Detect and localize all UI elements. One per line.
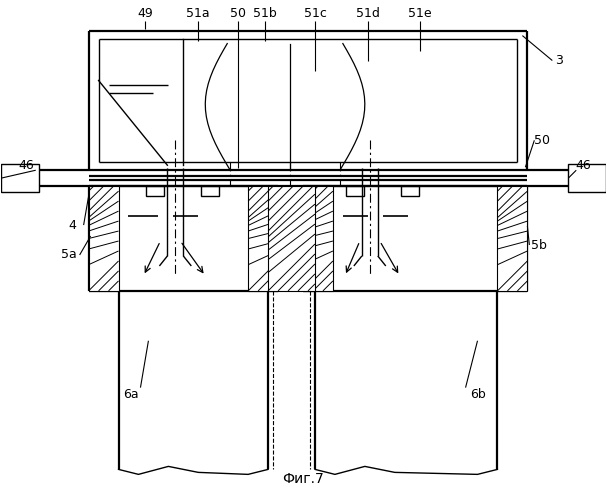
- Bar: [498, 186, 527, 291]
- Bar: [202, 186, 219, 196]
- Text: 6b: 6b: [470, 388, 486, 401]
- Text: 51e: 51e: [408, 7, 432, 20]
- Text: 5a: 5a: [61, 248, 76, 262]
- Bar: [303, 186, 333, 291]
- Bar: [401, 186, 419, 196]
- Text: 51d: 51d: [356, 7, 380, 20]
- Text: 51a: 51a: [186, 7, 210, 20]
- Bar: [1, 164, 39, 192]
- Text: 49: 49: [138, 7, 154, 20]
- Text: 46: 46: [575, 158, 591, 172]
- Text: 46: 46: [18, 158, 33, 172]
- Bar: [568, 164, 606, 192]
- Bar: [268, 186, 315, 291]
- Text: 4: 4: [69, 218, 76, 232]
- Bar: [146, 186, 164, 196]
- Text: 3: 3: [555, 54, 563, 67]
- Bar: [89, 186, 118, 291]
- Text: 6a: 6a: [123, 388, 138, 401]
- Bar: [248, 186, 278, 291]
- Text: Фиг.7: Фиг.7: [282, 472, 324, 486]
- Bar: [346, 186, 364, 196]
- Text: 50: 50: [534, 134, 551, 147]
- Bar: [256, 186, 274, 196]
- Text: 51c: 51c: [304, 7, 327, 20]
- Text: 50: 50: [230, 7, 246, 20]
- Text: 51b: 51b: [253, 7, 277, 20]
- Text: 5b: 5b: [531, 238, 548, 252]
